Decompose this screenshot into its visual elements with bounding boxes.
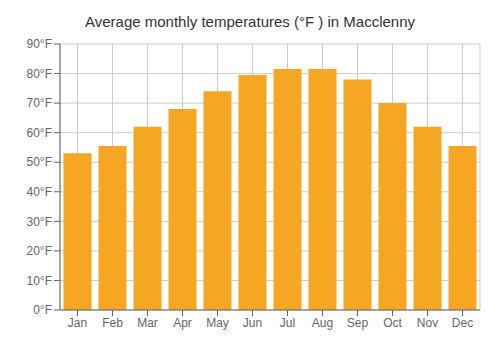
svg-text:20°F: 20°F — [27, 244, 52, 258]
svg-text:60°F: 60°F — [27, 126, 52, 140]
svg-text:Jan: Jan — [68, 316, 87, 330]
svg-text:Aug: Aug — [312, 316, 333, 330]
svg-text:Oct: Oct — [383, 316, 402, 330]
svg-text:Nov: Nov — [417, 316, 438, 330]
svg-text:Sep: Sep — [347, 316, 369, 330]
svg-text:Dec: Dec — [452, 316, 473, 330]
svg-text:10°F: 10°F — [27, 274, 52, 288]
svg-text:Feb: Feb — [102, 316, 123, 330]
html-text:Average monthly temperatures (: Average monthly temperatures (°F ) in Ma… — [85, 13, 415, 30]
svg-text:Mar: Mar — [137, 316, 158, 330]
svg-text:Apr: Apr — [173, 316, 192, 330]
svg-text:30°F: 30°F — [27, 215, 52, 229]
svg-text:70°F: 70°F — [27, 96, 52, 110]
svg-text:50°F: 50°F — [27, 155, 52, 169]
svg-text:May: May — [206, 316, 229, 330]
svg-text:90°F: 90°F — [27, 37, 52, 51]
svg-text:Jun: Jun — [243, 316, 262, 330]
svg-text:80°F: 80°F — [27, 67, 52, 81]
svg-text:40°F: 40°F — [27, 185, 52, 199]
svg-text:0°F: 0°F — [33, 303, 52, 317]
svg-text:Jul: Jul — [280, 316, 295, 330]
